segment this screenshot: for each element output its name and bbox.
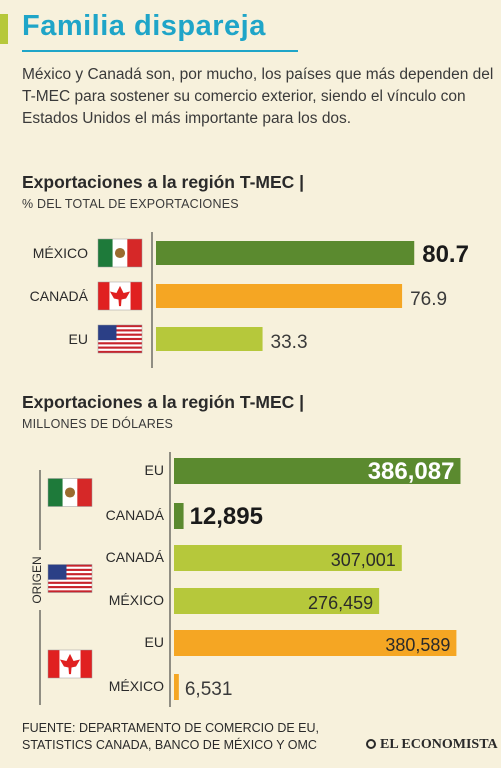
title-underline <box>22 50 298 52</box>
us-flag-icon <box>97 324 143 354</box>
source-note: FUENTE: DEPARTAMENTO DE COMERCIO DE EU, … <box>22 720 319 754</box>
chart2-category-label: EU <box>145 462 164 478</box>
chart1-value-label: 33.3 <box>271 332 308 353</box>
chart1-value-label: 76.9 <box>410 289 447 310</box>
chart2-category-label: MÉXICO <box>109 592 164 608</box>
canada-flag-icon <box>47 649 93 679</box>
chart1-category-label: MÉXICO <box>33 245 88 261</box>
chart1-subtitle: % DEL TOTAL DE EXPORTACIONES <box>22 197 239 211</box>
chart1-bar <box>156 327 263 351</box>
chart1-title: Exportaciones a la región T-MEC | <box>22 172 305 192</box>
chart2-value-label: 380,589 <box>385 635 450 655</box>
chart2-value-label: 276,459 <box>308 593 373 613</box>
brand-name: EL ECONOMISTA <box>380 737 498 752</box>
chart2-subtitle: MILLONES DE DÓLARES <box>22 417 174 431</box>
chart1-category-label: EU <box>69 331 88 347</box>
chart2-category-label: EU <box>145 634 164 650</box>
brand-mark-icon <box>366 739 376 749</box>
us-flag-icon <box>47 564 93 593</box>
source-line-1: FUENTE: DEPARTAMENTO DE COMERCIO DE EU, <box>22 721 320 735</box>
chart2-category-label: CANADÁ <box>106 549 165 565</box>
chart2-bar <box>174 545 402 571</box>
chart2-value-label: 12,895 <box>190 503 263 530</box>
chart2-value-label: 386,087 <box>368 458 455 485</box>
page-title: Familia dispareja <box>22 10 266 42</box>
chart2-category-label: CANADÁ <box>106 507 165 523</box>
source-line-2: STATISTICS CANADA, BANCO DE MÉXICO Y OMC <box>22 738 317 752</box>
brand-logo: EL ECONOMISTA <box>366 737 498 753</box>
origin-label: ORIGEN <box>30 556 44 603</box>
chart2-value-label: 6,531 <box>185 679 233 700</box>
mexico-flag-icon <box>47 478 93 507</box>
chart2-category-label: MÉXICO <box>109 678 164 694</box>
chart2-bar <box>174 674 179 700</box>
chart1-bar <box>156 241 415 265</box>
chart2-bar <box>174 458 461 484</box>
chart1-bar <box>156 284 403 308</box>
origin-label-gap <box>30 550 44 610</box>
mexico-flag-icon <box>97 238 143 268</box>
chart2-value-label: 307,001 <box>331 550 396 570</box>
canada-flag-icon <box>97 281 143 311</box>
chart2-bar <box>174 630 457 656</box>
chart1-value-label: 80.7 <box>422 241 469 268</box>
title-accent-bar <box>0 14 8 44</box>
chart1-category-label: CANADÁ <box>30 288 89 304</box>
intro-text: México y Canadá son, por mucho, los país… <box>22 66 494 127</box>
chart2-title: Exportaciones a la región T-MEC | <box>22 392 305 412</box>
chart2-bar <box>174 503 184 529</box>
chart2-bar <box>174 588 380 614</box>
